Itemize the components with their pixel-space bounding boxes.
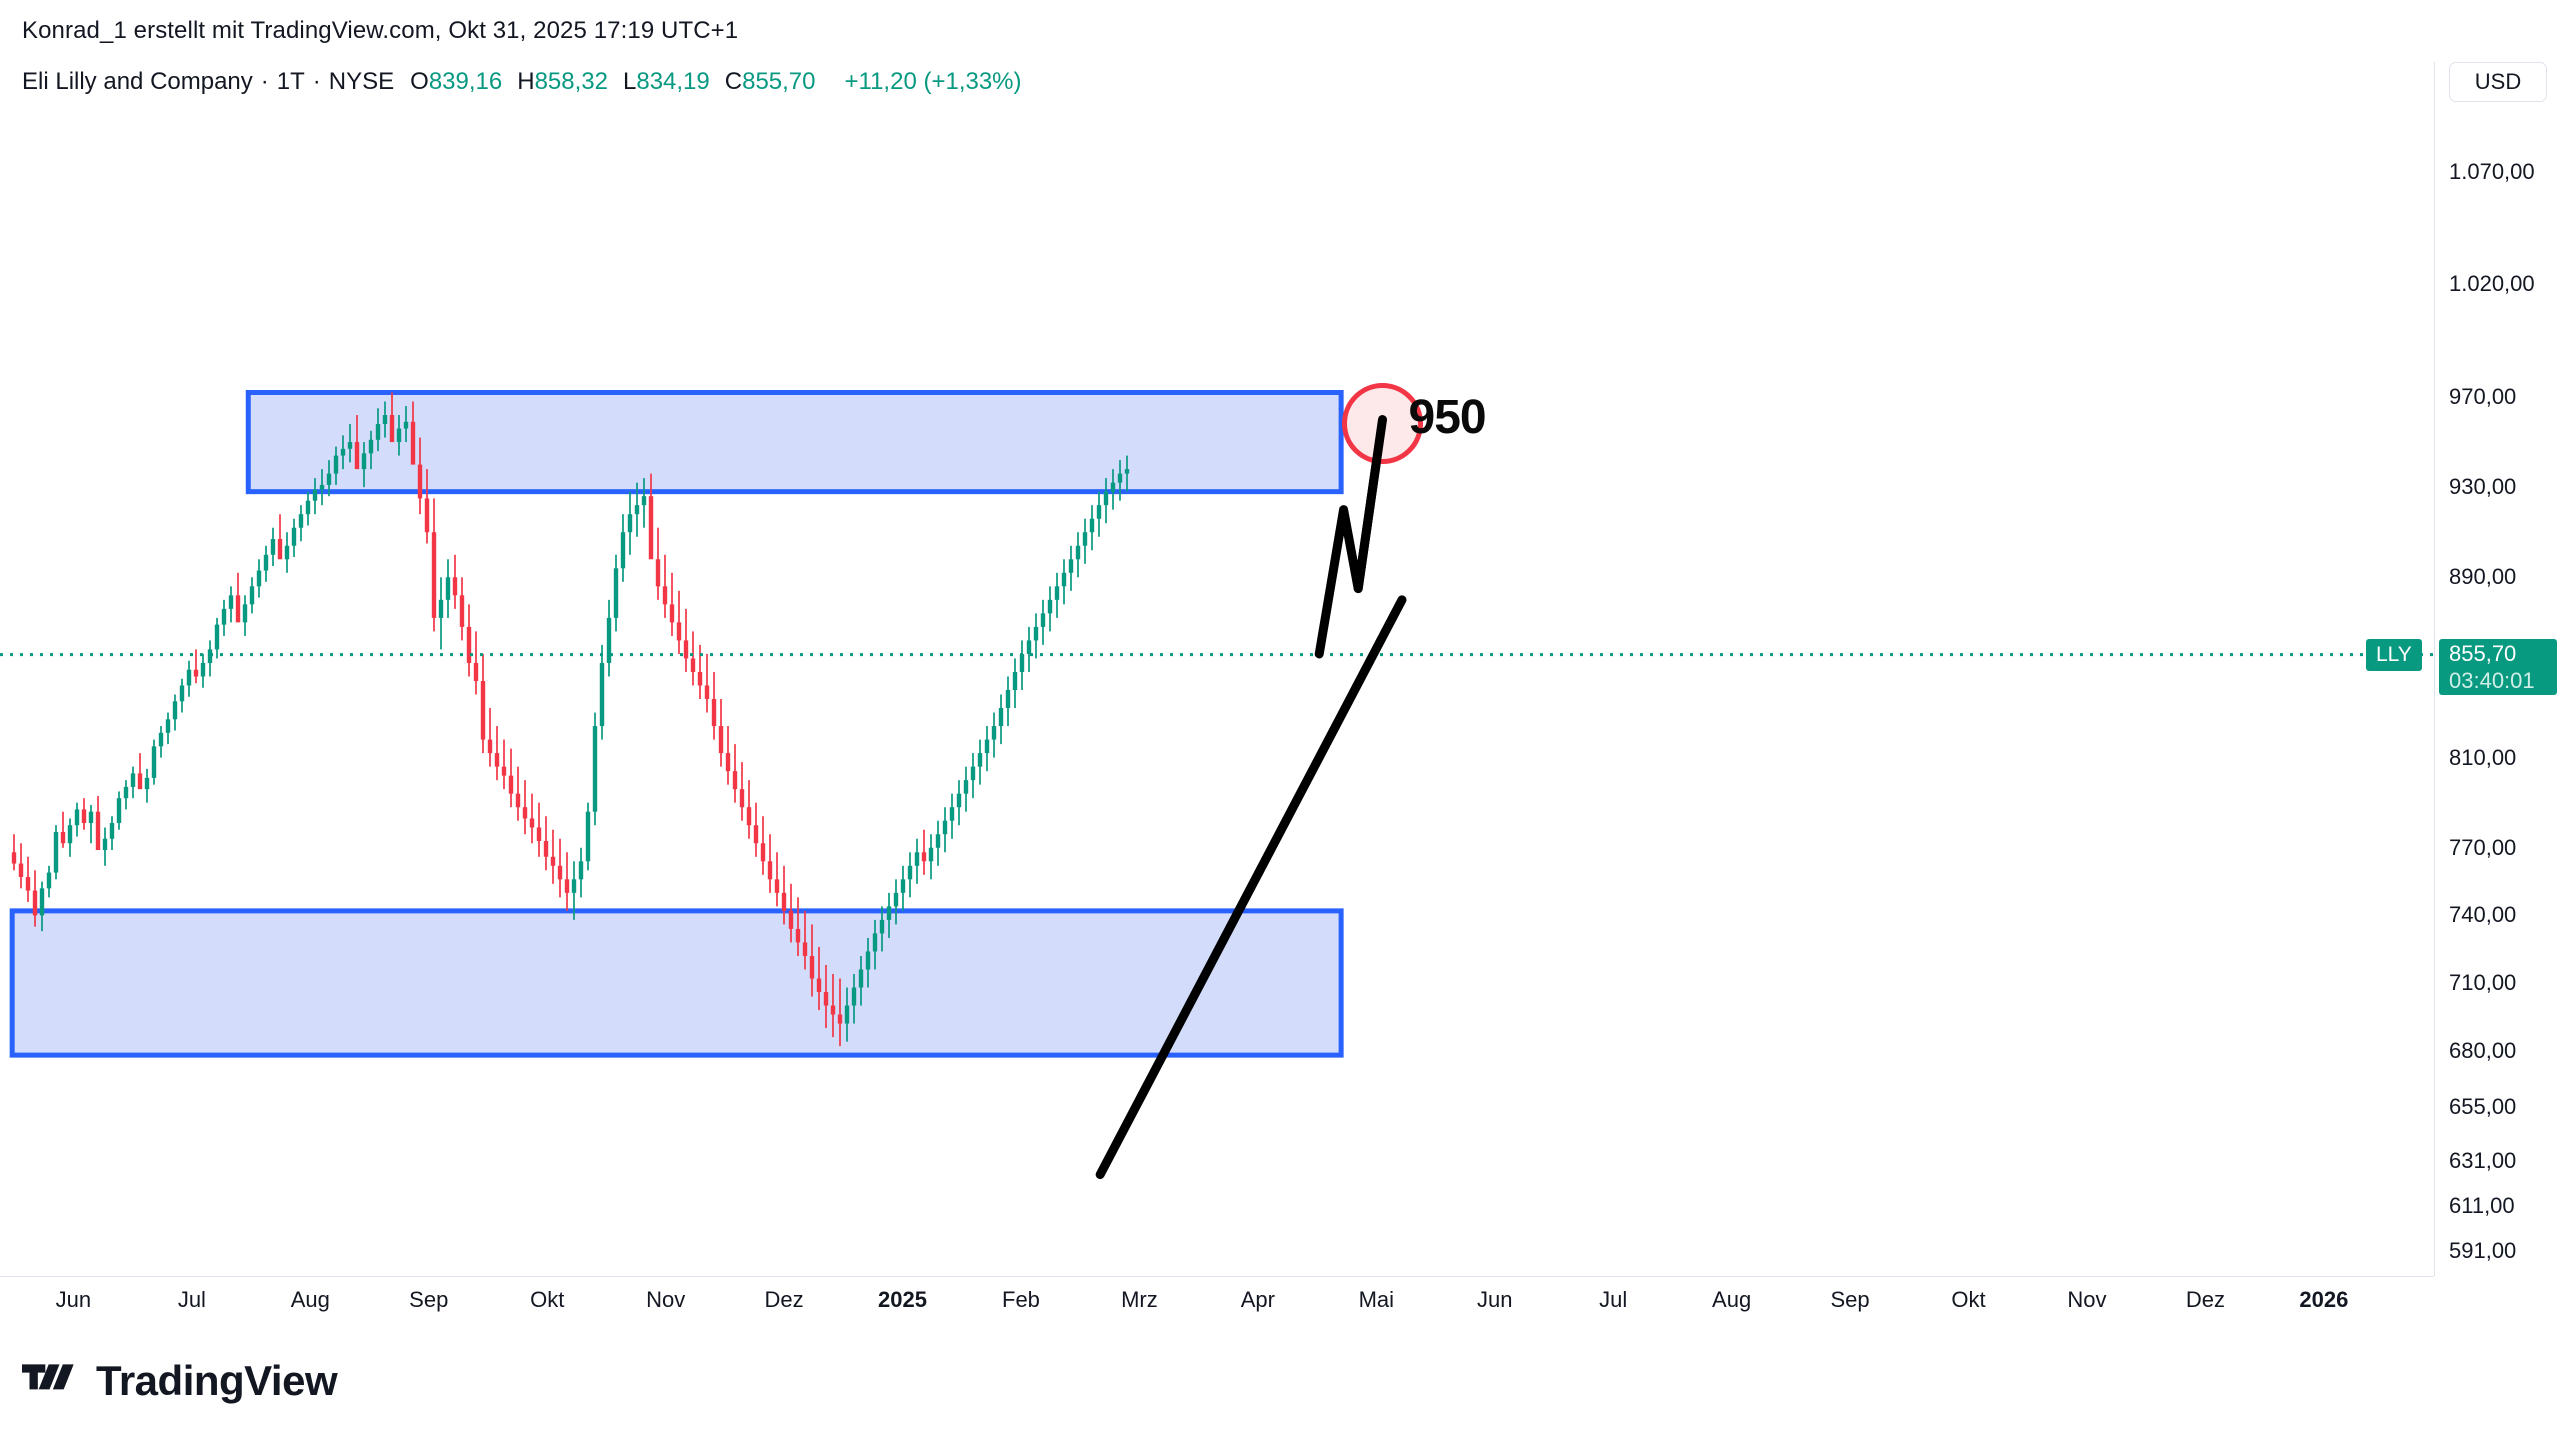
interval-label[interactable]: 1T [276,68,305,95]
price-tick: 1.070,00 [2449,158,2535,184]
exchange-label: NYSE [328,68,395,95]
chart-canvas [0,383,2434,1180]
close-pair: C855,70 [725,68,816,96]
legend-separator-1: · [260,68,269,95]
time-tick: Dez [2185,1287,2225,1312]
time-tick: Feb [1002,1287,1040,1312]
time-tick: Jun [55,1287,92,1312]
time-tick: Okt [1951,1287,1986,1312]
chart-legend: Eli Lilly and Company · 1T · NYSE O839,1… [22,62,1022,102]
last-price-tag: 855,70 03:40:01 [2439,638,2557,695]
time-tick: Okt [530,1287,565,1312]
attribution-bar: Konrad_1 erstellt mit TradingView.com, O… [0,0,2560,62]
candlestick-series [11,392,1130,1047]
open-pair: O839,16 [410,68,502,96]
price-tick: 770,00 [2449,834,2517,860]
time-tick: Apr [1240,1287,1275,1312]
time-tick: Dez [764,1287,804,1312]
price-tick: 710,00 [2449,970,2517,995]
price-tick: 631,00 [2449,1148,2517,1174]
time-tick: Sep [1830,1287,1870,1312]
price-tick: 1.020,00 [2449,271,2535,297]
tradingview-logo-icon [22,1364,74,1390]
time-tick: Jun [1476,1287,1513,1312]
open-key: O [410,68,429,95]
price-tick: 680,00 [2449,1037,2517,1063]
open-value: 839,16 [428,68,503,95]
low-value: 834,19 [636,68,710,95]
supply-demand-zones [9,389,1344,1058]
target-price-annotation: 950 [1408,390,1487,444]
time-tick: Aug [1712,1287,1752,1312]
price-axis[interactable]: USD 1.070,00 1.020,00 970,00 930,00 890,00 81… [2434,62,2560,1276]
footer-branding: TradingView [0,1324,2560,1438]
price-tick: 591,00 [2449,1238,2517,1264]
price-tick: 655,00 [2449,1093,2517,1119]
chart-plot-area[interactable] [0,104,2434,1276]
price-tick: 970,00 [2449,384,2517,409]
close-key: C [724,68,743,95]
time-tick: Jul [1599,1287,1628,1312]
price-tick: 810,00 [2449,744,2517,770]
time-tick: 2026 [2299,1287,2349,1312]
high-key: H [517,68,535,95]
time-tick: Nov [2067,1287,2107,1312]
last-price-value: 855,70 [2449,640,2517,666]
drawing-tools-layer [1095,383,1424,1180]
time-tick: 2025 [878,1287,928,1312]
close-value: 855,70 [742,68,816,95]
currency-button[interactable]: USD [2449,62,2547,102]
price-tick: 740,00 [2449,902,2517,928]
symbol-name[interactable]: Eli Lilly and Company [22,68,253,95]
legend-separator-2: · [312,68,321,95]
low-key: L [622,68,637,95]
ohlc-values: O839,16 H858,32 L834,19 C855,70 +11,20 (… [410,68,1021,96]
time-tick: Sep [409,1287,449,1312]
attribution-text: Konrad_1 erstellt mit TradingView.com, O… [22,17,739,44]
high-pair: H858,32 [517,68,608,96]
time-tick: Nov [646,1287,686,1312]
tradingview-wordmark: TradingView [96,1357,338,1404]
price-tick: 890,00 [2449,564,2517,590]
tradingview-logo: TradingView [22,1357,338,1405]
time-tick: Mrz [1121,1287,1158,1312]
price-tick: 930,00 [2449,474,2517,500]
low-pair: L834,19 [623,68,710,96]
time-tick: Jul [177,1287,206,1312]
high-value: 858,32 [534,68,608,95]
time-axis[interactable]: Jun Jul Aug Sep Okt Nov Dez 2025 Feb Mrz Apr Mai Jun… [0,1276,2434,1324]
time-tick: Mai [1358,1287,1395,1312]
ticker-badge: LLY [2366,638,2422,671]
change-value: +11,20 (+1,33%) [844,68,1022,95]
price-tick: 611,00 [2449,1193,2515,1219]
bar-countdown: 03:40:01 [2449,667,2535,693]
time-tick: Aug [290,1287,330,1312]
